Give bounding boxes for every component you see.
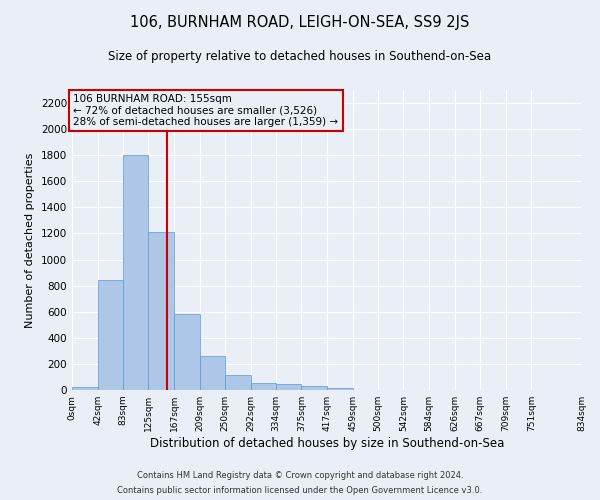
Bar [98,280,123,390]
Text: 106, BURNHAM ROAD, LEIGH-ON-SEA, SS9 2JS: 106, BURNHAM ROAD, LEIGH-ON-SEA, SS9 2JS [130,15,470,30]
Bar [251,384,276,390]
Text: 106 BURNHAM ROAD: 155sqm
← 72% of detached houses are smaller (3,526)
28% of sem: 106 BURNHAM ROAD: 155sqm ← 72% of detach… [73,94,338,127]
Bar [225,375,251,390]
Text: Contains HM Land Registry data © Crown copyright and database right 2024.: Contains HM Land Registry data © Crown c… [137,471,463,480]
Text: Contains public sector information licensed under the Open Government Licence v3: Contains public sector information licen… [118,486,482,495]
Text: Size of property relative to detached houses in Southend-on-Sea: Size of property relative to detached ho… [109,50,491,63]
Bar [327,388,353,390]
Bar [123,155,148,390]
Bar [174,314,200,390]
Bar [276,384,301,390]
Bar [301,386,327,390]
Bar [72,386,98,390]
X-axis label: Distribution of detached houses by size in Southend-on-Sea: Distribution of detached houses by size … [150,437,504,450]
Bar [200,356,225,390]
Y-axis label: Number of detached properties: Number of detached properties [25,152,35,328]
Bar [148,232,174,390]
